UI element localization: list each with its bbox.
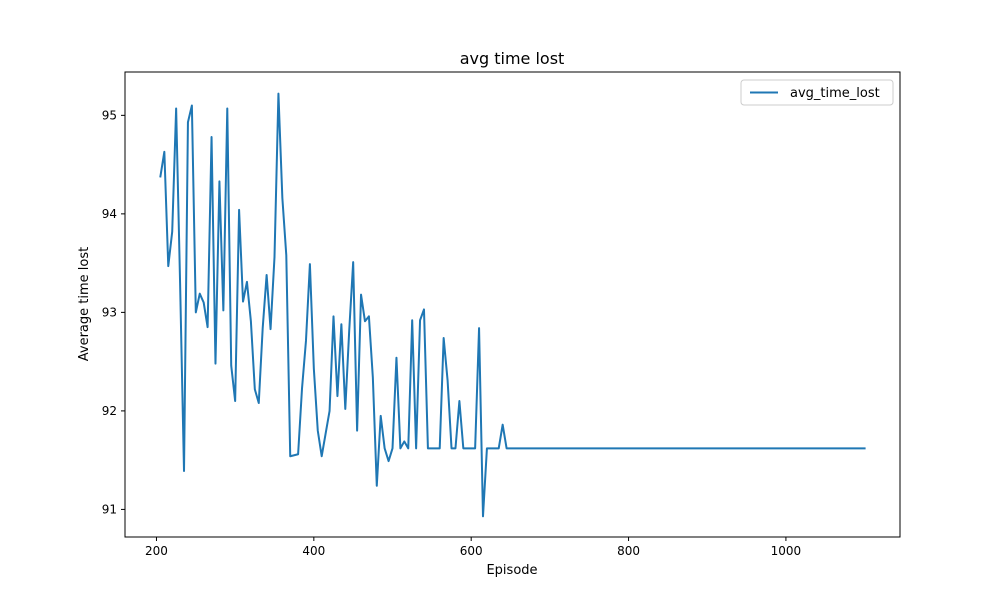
y-tick-label: 95 (102, 108, 117, 122)
x-axis-ticks: 200 400 600 800 1000 (145, 537, 801, 558)
x-tick-label: 200 (145, 544, 168, 558)
y-tick-label: 91 (102, 502, 117, 516)
series-line-avg_time_lost (159, 92, 866, 518)
series-layer (159, 92, 866, 518)
x-axis-label: Episode (486, 563, 537, 578)
x-tick-label: 400 (302, 544, 325, 558)
y-tick-label: 94 (102, 207, 117, 221)
chart-title: avg time lost (460, 49, 565, 68)
y-tick-label: 92 (102, 404, 117, 418)
plot-frame (124, 71, 901, 538)
y-axis-label: Average time lost (77, 247, 92, 361)
legend-label: avg_time_lost (790, 86, 880, 101)
y-tick-label: 93 (102, 305, 117, 319)
legend-box (740, 79, 894, 106)
x-tick-label: 1000 (771, 544, 802, 558)
plot-area (125, 72, 900, 537)
y-axis-ticks: 91 92 93 94 95 (102, 108, 125, 516)
legend: avg_time_lost (740, 79, 894, 106)
x-tick-label: 600 (460, 544, 483, 558)
x-tick-label: 800 (617, 544, 640, 558)
